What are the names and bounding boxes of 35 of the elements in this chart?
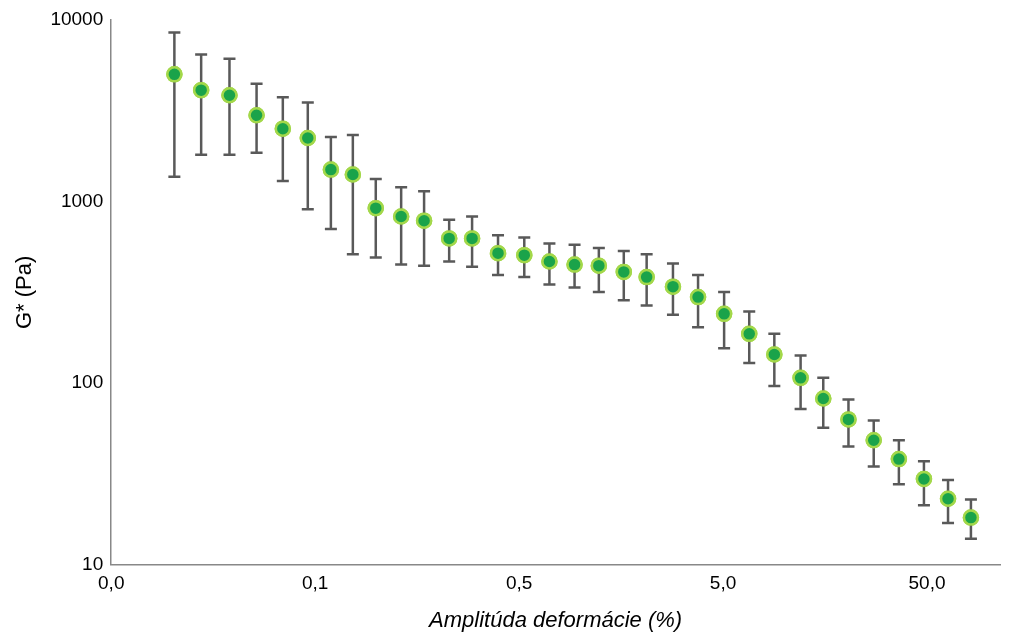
point xyxy=(840,411,857,428)
point xyxy=(890,450,908,468)
point xyxy=(741,325,758,343)
point xyxy=(367,199,385,217)
point xyxy=(766,346,783,363)
point xyxy=(664,278,682,295)
point xyxy=(792,369,809,387)
point xyxy=(815,390,832,407)
y-tick-label: 1000 xyxy=(60,189,104,211)
x-axis-title: Amplitúda deformácie (%) xyxy=(427,606,683,632)
point xyxy=(715,305,733,323)
x-tick-label: 0,5 xyxy=(505,572,533,594)
y-tick-label: 10 xyxy=(82,553,104,575)
point xyxy=(615,263,633,281)
x-tick-label: 50,0 xyxy=(908,572,946,594)
point xyxy=(939,490,957,508)
x-tick-label: 0,0 xyxy=(98,572,125,594)
point xyxy=(865,432,882,449)
point xyxy=(440,230,458,247)
point xyxy=(489,244,507,262)
point xyxy=(590,257,608,274)
point xyxy=(915,470,933,488)
point xyxy=(689,288,707,306)
point xyxy=(415,212,433,229)
point xyxy=(541,253,558,270)
x-tick-label: 5,0 xyxy=(709,572,737,594)
point xyxy=(516,246,533,264)
point xyxy=(566,256,583,273)
point xyxy=(166,66,183,83)
point xyxy=(192,81,210,99)
x-tick-label: 0,1 xyxy=(301,572,329,594)
y-axis-title: G* (Pa) xyxy=(11,255,37,330)
y-tick-label: 100 xyxy=(71,371,104,393)
point xyxy=(392,208,410,225)
y-tick-label: 10000 xyxy=(50,8,104,30)
